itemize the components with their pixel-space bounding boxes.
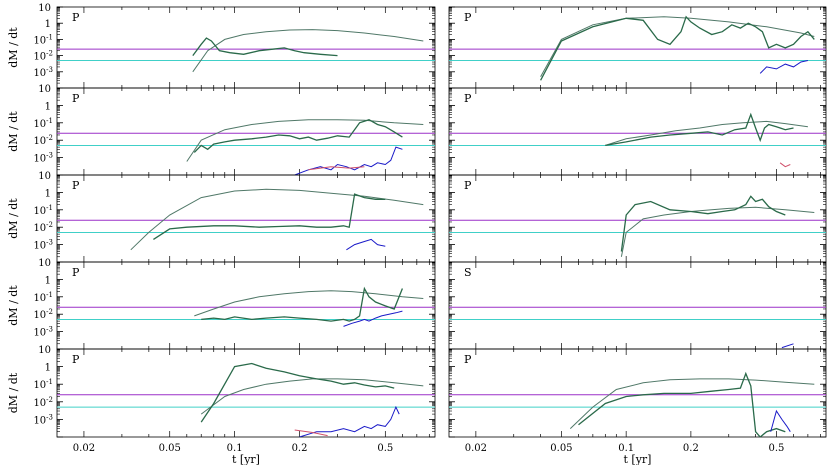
series-detailed-line [200,362,395,423]
series-smooth-line [194,290,424,317]
y-tick-label: 1 [45,101,51,112]
series-red-line [294,429,328,437]
panel-6: P [448,174,827,263]
series-smooth-line [540,16,815,77]
x-tick-label: 0.1 [618,443,634,454]
panel-2: P [448,6,827,89]
y-axis-title: dM / dt [7,372,20,413]
panel-frame [448,348,827,438]
x-tick-label: 0.2 [292,443,308,454]
series-detailed-line [605,112,794,147]
panel-label: P [464,92,472,105]
series-detailed-line [193,118,403,153]
y-tick-label: 10-2 [33,221,53,234]
y-tick-label: 10 [38,345,51,356]
y-tick-label: 10-2 [33,308,53,321]
series-low-line [294,146,403,175]
panel-label: P [72,353,80,366]
series-detailed-line [578,371,786,437]
panel-label: P [72,266,80,279]
panel-4: P [448,87,827,176]
panel-label: P [464,179,472,192]
y-tick-label: 10 [38,258,51,269]
x-tick-label: 0.5 [377,443,393,454]
series-detailed-line [201,286,404,322]
panel-frame [448,174,827,263]
panel-frame [448,87,827,176]
series-low-line [759,60,809,74]
y-tick-label: 1 [45,275,51,286]
x-tick-label: 0.05 [159,443,181,454]
panel-label: P [464,353,472,366]
y-tick-label: 10-2 [33,396,53,409]
y-tick-label: 10-2 [33,134,53,147]
x-tick-label: 0.02 [465,443,487,454]
series-low-line [781,343,794,349]
panel-7: P 10 1 10-1 10-2 10-3 dM / dt [7,258,436,350]
panel-3: P 10 1 10-1 10-2 10-3 dM / dt [7,84,436,176]
series-smooth-line [186,119,424,162]
series-smooth-line [605,120,808,146]
series-low-line [770,409,791,432]
series-red-line [308,166,365,171]
x-tick-label: 0.5 [768,443,784,454]
panel-frame [56,87,436,176]
panel-1: P 10 1 10-1 10-2 10-3 dM / dt [7,3,436,89]
series-detailed-line [192,37,338,57]
panel-frame [448,261,827,350]
y-tick-label: 10-3 [33,413,53,426]
y-axis-title: dM / dt [7,198,20,239]
y-tick-label: 10-3 [33,152,53,165]
x-tick-label: 0.02 [73,443,95,454]
series-smooth-line [200,378,424,415]
y-tick-label: 10 [38,84,51,95]
x-tick-label: 0.05 [550,443,572,454]
series-detailed-line [540,15,815,81]
x-axis-title: t [yr] [624,453,652,465]
panel-label: P [464,11,472,24]
y-tick-label: 10-1 [33,378,53,391]
y-axis-title: dM / dt [7,285,20,326]
panel-5: P 10 1 10-1 10-2 10-3 dM / dt [7,171,436,263]
y-tick-label: 10-3 [33,66,53,79]
series-low-line [346,238,386,251]
y-tick-label: 10 [38,3,51,14]
x-tick-label: 0.1 [227,443,243,454]
panel-10: P 0.02 0.05 0.1 0.2 0.5 t [yr] [448,348,827,465]
panel-9: P 10 1 10-1 10-2 10-3 dM / dt 0.02 0.05 0.1 0.2 0.5… [7,345,436,465]
panel-frame [56,174,436,263]
series-low-line [343,310,403,327]
panel-label: P [72,92,80,105]
y-axis-title: dM / dt [7,27,20,68]
series-smooth-line [130,188,424,251]
y-tick-label: 1 [45,19,51,30]
panel-label: P [72,11,80,24]
series-detailed-line [153,193,386,240]
y-tick-label: 10-1 [33,117,53,130]
y-axis-title: dM / dt [7,111,20,152]
x-tick-label: 0.2 [683,443,699,454]
panel-label: P [72,179,80,192]
y-tick-label: 1 [45,363,51,374]
y-tick-label: 10-1 [33,204,53,217]
y-tick-label: 10 [38,171,51,182]
panel-8: S [448,261,827,350]
series-red-line [779,162,791,168]
y-tick-label: 10-1 [33,291,53,304]
y-tick-label: 10-1 [33,33,53,46]
y-tick-label: 10-3 [33,326,53,339]
panel-frame [56,348,436,438]
panel-frame [56,6,436,89]
y-tick-label: 10-2 [33,50,53,63]
y-tick-label: 10-3 [33,239,53,252]
x-axis-title: t [yr] [232,453,260,465]
series-smooth-line [569,378,815,429]
series-smooth-line [192,29,424,73]
y-tick-label: 1 [45,188,51,199]
series-low-line [299,405,400,437]
panel-frame [56,261,436,350]
panel-label: S [464,266,472,279]
series-detailed-line [620,195,786,252]
